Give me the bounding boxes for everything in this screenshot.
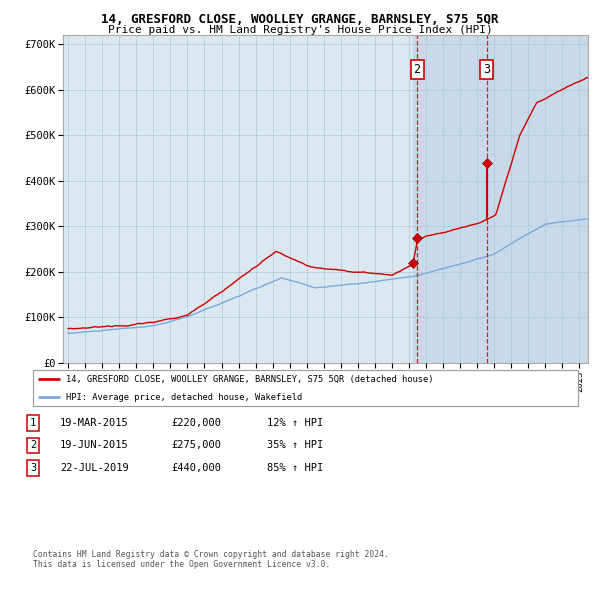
Text: 2: 2 (413, 63, 421, 76)
Text: 35% ↑ HPI: 35% ↑ HPI (267, 441, 323, 450)
Text: 2: 2 (30, 441, 36, 450)
Text: 12% ↑ HPI: 12% ↑ HPI (267, 418, 323, 428)
Text: 3: 3 (30, 463, 36, 473)
Text: This data is licensed under the Open Government Licence v3.0.: This data is licensed under the Open Gov… (33, 560, 331, 569)
Text: 14, GRESFORD CLOSE, WOOLLEY GRANGE, BARNSLEY, S75 5QR (detached house): 14, GRESFORD CLOSE, WOOLLEY GRANGE, BARN… (66, 375, 433, 384)
Text: £440,000: £440,000 (171, 463, 221, 473)
Text: HPI: Average price, detached house, Wakefield: HPI: Average price, detached house, Wake… (66, 392, 302, 402)
Text: 85% ↑ HPI: 85% ↑ HPI (267, 463, 323, 473)
Text: Price paid vs. HM Land Registry's House Price Index (HPI): Price paid vs. HM Land Registry's House … (107, 25, 493, 35)
Text: 3: 3 (483, 63, 490, 76)
Bar (413, 35, 588, 363)
FancyBboxPatch shape (33, 371, 578, 405)
Text: 14, GRESFORD CLOSE, WOOLLEY GRANGE, BARNSLEY, S75 5QR: 14, GRESFORD CLOSE, WOOLLEY GRANGE, BARN… (101, 13, 499, 26)
Text: 22-JUL-2019: 22-JUL-2019 (60, 463, 129, 473)
Text: £220,000: £220,000 (171, 418, 221, 428)
Text: £275,000: £275,000 (171, 441, 221, 450)
Text: 1: 1 (30, 418, 36, 428)
Text: 19-MAR-2015: 19-MAR-2015 (60, 418, 129, 428)
Text: 19-JUN-2015: 19-JUN-2015 (60, 441, 129, 450)
Text: Contains HM Land Registry data © Crown copyright and database right 2024.: Contains HM Land Registry data © Crown c… (33, 550, 389, 559)
